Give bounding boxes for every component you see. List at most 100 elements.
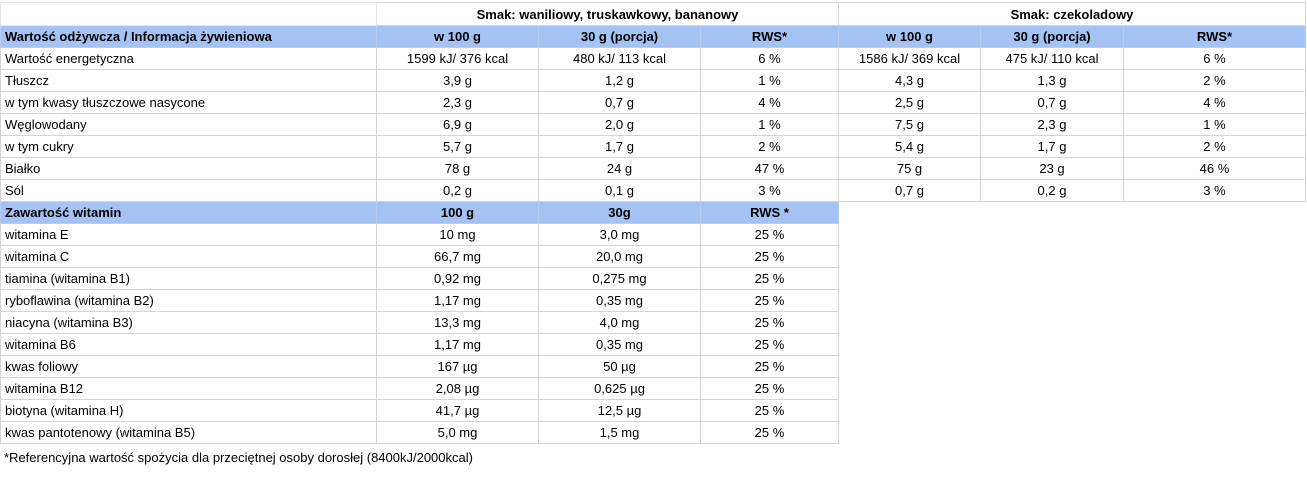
empty-cell[interactable] xyxy=(1124,422,1306,444)
per-portion-b[interactable]: 2,3 g xyxy=(980,113,1124,136)
vitamin-name[interactable]: ryboflawina (witamina B2) xyxy=(0,289,377,312)
empty-cell[interactable] xyxy=(839,378,981,400)
per-portion-b[interactable]: 1,7 g xyxy=(980,135,1124,158)
empty-cell[interactable] xyxy=(839,290,981,312)
rws-a[interactable]: 1 % xyxy=(700,69,839,92)
empty-cell[interactable] xyxy=(1124,202,1306,224)
vitamin-rws[interactable]: 25 % xyxy=(700,289,839,312)
vitamin-per-30g[interactable]: 0,625 µg xyxy=(538,377,701,400)
empty-cell[interactable] xyxy=(839,246,981,268)
nutrient-name-header[interactable]: Wartość odżywcza / Informacja żywieniowa xyxy=(0,25,377,48)
vitamin-per-30g[interactable]: 0,35 mg xyxy=(538,333,701,356)
nutrient-name[interactable]: w tym kwasy tłuszczowe nasycone xyxy=(0,91,377,114)
rws-a[interactable]: 1 % xyxy=(700,113,839,136)
per-100g-b[interactable]: 5,4 g xyxy=(838,135,981,158)
vitamin-name[interactable]: witamina B6 xyxy=(0,333,377,356)
per-portion-a-header[interactable]: 30 g (porcja) xyxy=(538,25,701,48)
vitamin-name[interactable]: kwas foliowy xyxy=(0,355,377,378)
vitamin-rws[interactable]: 25 % xyxy=(700,267,839,290)
vitamin-per-100g[interactable]: 0,92 mg xyxy=(376,267,539,290)
vitamin-per-100g[interactable]: 167 µg xyxy=(376,355,539,378)
per-100g-a[interactable]: 0,2 g xyxy=(376,179,539,202)
empty-cell[interactable] xyxy=(839,400,981,422)
per-100g-b[interactable]: 2,5 g xyxy=(838,91,981,114)
empty-cell[interactable] xyxy=(839,268,981,290)
per-100g-a[interactable]: 6,9 g xyxy=(376,113,539,136)
vitamin-per-100g[interactable]: 2,08 µg xyxy=(376,377,539,400)
empty-cell[interactable] xyxy=(981,422,1124,444)
vitamin-rws[interactable]: 25 % xyxy=(700,421,839,444)
vitamin-name-header[interactable]: Zawartość witamin xyxy=(0,201,377,224)
per-100g-a-header[interactable]: w 100 g xyxy=(376,25,539,48)
empty-cell[interactable] xyxy=(839,334,981,356)
vitamin-per-100g[interactable]: 10 mg xyxy=(376,223,539,246)
nutrient-name[interactable]: Sól xyxy=(0,179,377,202)
per-100g-a[interactable]: 2,3 g xyxy=(376,91,539,114)
per-100g-b-header[interactable]: w 100 g xyxy=(838,25,981,48)
vitamin-per-100g[interactable]: 1,17 mg xyxy=(376,289,539,312)
vitamin-name[interactable]: witamina B12 xyxy=(0,377,377,400)
empty-cell[interactable] xyxy=(981,224,1124,246)
vitamin-rws[interactable]: 25 % xyxy=(700,355,839,378)
vitamin-per-30g[interactable]: 0,35 mg xyxy=(538,289,701,312)
per-portion-a[interactable]: 480 kJ/ 113 kcal xyxy=(538,47,701,70)
per-portion-b[interactable]: 0,2 g xyxy=(980,179,1124,202)
vitamin-per-30g[interactable]: 0,275 mg xyxy=(538,267,701,290)
empty-cell[interactable] xyxy=(839,422,981,444)
vitamin-name[interactable]: kwas pantotenowy (witamina B5) xyxy=(0,421,377,444)
per-100g-b[interactable]: 4,3 g xyxy=(838,69,981,92)
rws-a[interactable]: 6 % xyxy=(700,47,839,70)
vitamin-rws[interactable]: 25 % xyxy=(700,377,839,400)
nutrient-name[interactable]: Wartość energetyczna xyxy=(0,47,377,70)
empty-cell[interactable] xyxy=(839,312,981,334)
rws-b[interactable]: 4 % xyxy=(1123,91,1306,114)
vitamin-per-30g[interactable]: 12,5 µg xyxy=(538,399,701,422)
empty-cell[interactable] xyxy=(1124,312,1306,334)
per-portion-a[interactable]: 1,7 g xyxy=(538,135,701,158)
empty-cell[interactable] xyxy=(981,312,1124,334)
per-portion-b[interactable]: 23 g xyxy=(980,157,1124,180)
vitamin-name[interactable]: witamina C xyxy=(0,245,377,268)
rws-b-header[interactable]: RWS* xyxy=(1123,25,1306,48)
per-100g-a[interactable]: 78 g xyxy=(376,157,539,180)
empty-cell[interactable] xyxy=(981,356,1124,378)
empty-cell[interactable] xyxy=(839,356,981,378)
per-portion-a[interactable]: 2,0 g xyxy=(538,113,701,136)
empty-cell[interactable] xyxy=(1124,378,1306,400)
per-portion-b-header[interactable]: 30 g (porcja) xyxy=(980,25,1124,48)
rws-a[interactable]: 2 % xyxy=(700,135,839,158)
per-portion-a[interactable]: 24 g xyxy=(538,157,701,180)
nutrient-name[interactable]: w tym cukry xyxy=(0,135,377,158)
vitamin-per-100g[interactable]: 13,3 mg xyxy=(376,311,539,334)
empty-cell[interactable] xyxy=(1124,334,1306,356)
vitamin-rws[interactable]: 25 % xyxy=(700,333,839,356)
vitamin-per-30g[interactable]: 50 µg xyxy=(538,355,701,378)
empty-cell[interactable] xyxy=(981,334,1124,356)
per-portion-a[interactable]: 1,2 g xyxy=(538,69,701,92)
rws-b[interactable]: 6 % xyxy=(1123,47,1306,70)
vitamin-per-100g[interactable]: 1,17 mg xyxy=(376,333,539,356)
vitamin-name[interactable]: biotyna (witamina H) xyxy=(0,399,377,422)
per-100g-b[interactable]: 1586 kJ/ 369 kcal xyxy=(838,47,981,70)
flavor-group-a[interactable]: Smak: waniliowy, truskawkowy, bananowy xyxy=(376,2,839,26)
empty-cell[interactable] xyxy=(981,400,1124,422)
vitamin-rws[interactable]: 25 % xyxy=(700,223,839,246)
vitamin-rws[interactable]: 25 % xyxy=(700,311,839,334)
vitamin-name[interactable]: niacyna (witamina B3) xyxy=(0,311,377,334)
nutrient-name[interactable]: Węglowodany xyxy=(0,113,377,136)
per-100g-a[interactable]: 5,7 g xyxy=(376,135,539,158)
vitamin-per-100g-header[interactable]: 100 g xyxy=(376,201,539,224)
rws-a-header[interactable]: RWS* xyxy=(700,25,839,48)
per-100g-a[interactable]: 3,9 g xyxy=(376,69,539,92)
per-100g-b[interactable]: 7,5 g xyxy=(838,113,981,136)
vitamin-per-100g[interactable]: 41,7 µg xyxy=(376,399,539,422)
flavor-group-b[interactable]: Smak: czekoladowy xyxy=(838,2,1306,26)
nutrient-name[interactable]: Białko xyxy=(0,157,377,180)
rws-b[interactable]: 2 % xyxy=(1123,69,1306,92)
empty-cell[interactable] xyxy=(1124,268,1306,290)
empty-cell[interactable] xyxy=(1124,356,1306,378)
rws-a[interactable]: 4 % xyxy=(700,91,839,114)
per-portion-b[interactable]: 1,3 g xyxy=(980,69,1124,92)
vitamin-per-30g[interactable]: 20,0 mg xyxy=(538,245,701,268)
vitamin-rws[interactable]: 25 % xyxy=(700,245,839,268)
